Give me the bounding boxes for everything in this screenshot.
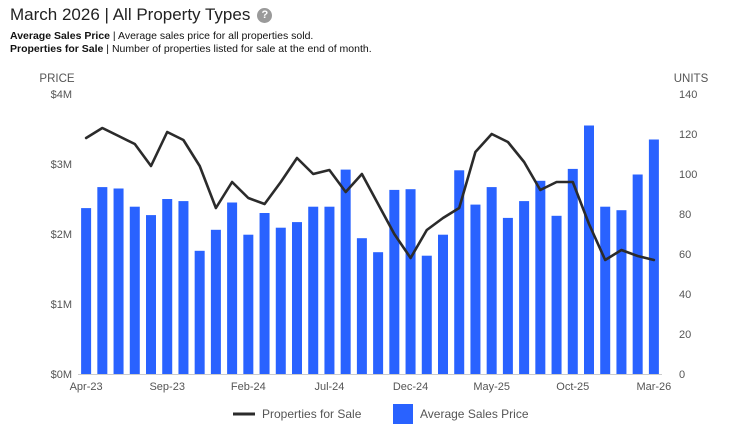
- bar-average-sales-price[interactable]: [584, 125, 594, 375]
- bar-average-sales-price[interactable]: [275, 227, 286, 374]
- bar-average-sales-price[interactable]: [567, 168, 578, 374]
- bar-average-sales-price[interactable]: [373, 252, 384, 374]
- definition-text: Average sales price for all properties s…: [118, 30, 314, 42]
- bar-average-sales-price[interactable]: [470, 204, 481, 374]
- definition-term: Properties for Sale: [10, 43, 104, 55]
- bar-average-sales-price[interactable]: [324, 206, 335, 374]
- chart-header: March 2026 | All Property Types ?: [10, 5, 273, 25]
- left-axis-tick-label: $0M: [51, 369, 72, 381]
- bar-average-sales-price[interactable]: [308, 206, 319, 374]
- definition-properties-for-sale: Properties for Sale | Number of properti…: [10, 43, 372, 55]
- bar-average-sales-price[interactable]: [178, 201, 189, 374]
- right-axis-tick-label: 60: [679, 249, 691, 261]
- x-axis-tick-label: Apr-23: [70, 381, 103, 393]
- bar-average-sales-price[interactable]: [113, 188, 124, 375]
- right-axis-title: UNITS: [674, 73, 709, 85]
- bar-average-sales-price[interactable]: [259, 213, 270, 374]
- legend-bar-swatch: [393, 404, 413, 424]
- bar-average-sales-price[interactable]: [405, 189, 416, 374]
- x-axis-tick-label: Sep-23: [149, 381, 184, 393]
- right-axis-tick-label: 40: [679, 289, 691, 301]
- bar-average-sales-price[interactable]: [194, 250, 205, 374]
- bar-average-sales-price[interactable]: [502, 217, 513, 374]
- bar-average-sales-price[interactable]: [356, 238, 367, 374]
- definition-term: Average Sales Price: [10, 30, 111, 42]
- legend-label-average-sales-price: Average Sales Price: [420, 407, 529, 421]
- bar-average-sales-price[interactable]: [340, 169, 351, 374]
- page-title: March 2026 | All Property Types: [10, 5, 251, 24]
- bar-average-sales-price[interactable]: [389, 189, 400, 374]
- right-axis-tick-label: 100: [679, 169, 697, 181]
- definition-separator: |: [103, 43, 112, 55]
- question-circle-icon[interactable]: ?: [257, 7, 273, 23]
- right-axis-tick-label: 0: [679, 369, 685, 381]
- bar-average-sales-price[interactable]: [292, 222, 302, 374]
- definition-separator: |: [110, 30, 118, 42]
- bar-average-sales-price[interactable]: [486, 187, 497, 374]
- left-axis-title: PRICE: [39, 73, 74, 85]
- bar-average-sales-price[interactable]: [421, 255, 432, 374]
- right-axis-tick-label: 20: [679, 329, 691, 341]
- bar-average-sales-price[interactable]: [227, 202, 238, 375]
- bar-average-sales-price[interactable]: [535, 180, 546, 374]
- bar-average-sales-price[interactable]: [129, 206, 140, 374]
- x-axis-tick-label: Jul-24: [314, 381, 344, 393]
- right-axis-tick-label: 120: [679, 129, 697, 141]
- x-axis-tick-label: Feb-24: [231, 381, 266, 393]
- right-axis-tick-label: 140: [679, 89, 697, 101]
- definition-text: Number of properties listed for sale at …: [111, 43, 372, 55]
- x-axis-tick-label: Mar-26: [636, 381, 671, 393]
- legend-label-properties-for-sale: Properties for Sale: [262, 407, 362, 421]
- bar-average-sales-price[interactable]: [519, 201, 530, 374]
- bar-average-sales-price[interactable]: [162, 199, 173, 374]
- x-axis-tick-label: Oct-25: [556, 381, 589, 393]
- bar-average-sales-price[interactable]: [438, 234, 448, 374]
- x-axis-tick-label: May-25: [473, 381, 510, 393]
- right-axis-tick-label: 80: [679, 209, 691, 221]
- definition-average-sales-price: Average Sales Price | Average sales pric…: [10, 30, 313, 42]
- bar-average-sales-price[interactable]: [146, 215, 156, 374]
- left-axis-tick-label: $4M: [51, 89, 72, 101]
- bar-average-sales-price[interactable]: [632, 174, 643, 375]
- line-properties-for-sale[interactable]: [84, 126, 656, 262]
- bar-average-sales-price[interactable]: [243, 234, 254, 374]
- bar-average-sales-price[interactable]: [616, 210, 627, 374]
- x-axis-tick-label: Dec-24: [393, 381, 428, 393]
- bar-average-sales-price[interactable]: [648, 139, 659, 375]
- bar-average-sales-price[interactable]: [81, 208, 92, 374]
- bar-average-sales-price[interactable]: [97, 187, 108, 374]
- bar-average-sales-price[interactable]: [551, 215, 562, 374]
- left-axis-tick-label: $2M: [51, 229, 72, 241]
- bar-average-sales-price[interactable]: [600, 206, 611, 374]
- bar-average-sales-price[interactable]: [454, 170, 465, 374]
- left-axis-tick-label: $1M: [51, 299, 72, 311]
- bar-average-sales-price[interactable]: [210, 229, 221, 374]
- left-axis-tick-label: $3M: [51, 159, 72, 171]
